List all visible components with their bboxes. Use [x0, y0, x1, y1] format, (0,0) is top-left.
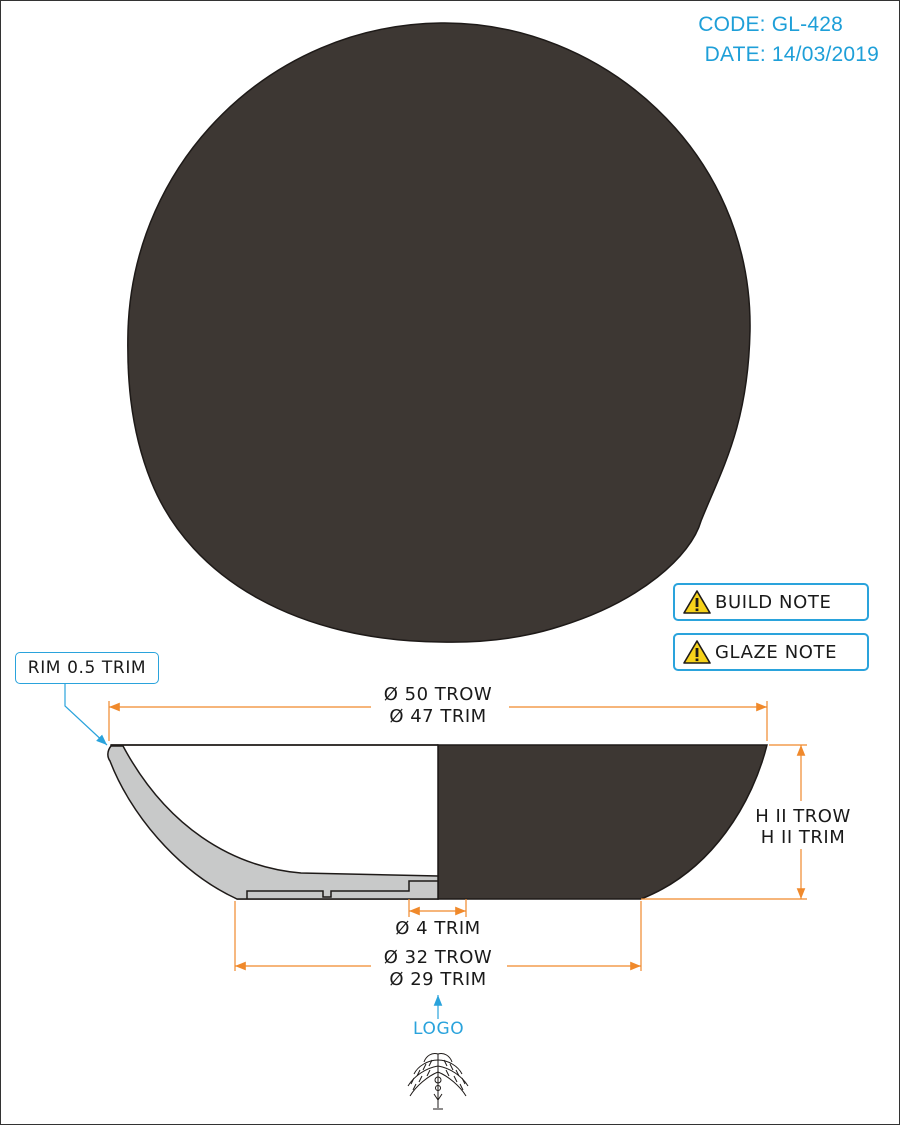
- build-note-badge[interactable]: BUILD NOTE: [673, 583, 869, 621]
- bowl-top-view: [127, 22, 751, 643]
- warning-icon: [683, 590, 711, 614]
- bowl-wall-section: [107, 745, 439, 900]
- dim-height-trim: H II TRIM: [761, 827, 845, 848]
- rim-callout-leader: [64, 684, 108, 746]
- drawing-date: DATE: 14/03/2019: [704, 43, 879, 66]
- brand-logo-mark: [407, 1053, 469, 1110]
- dim-base-trim: Ø 29 TRIM: [389, 969, 486, 990]
- bowl-side-exterior: [437, 744, 768, 900]
- glaze-note-label: GLAZE NOTE: [715, 641, 838, 663]
- dim-height-trow: H II TROW: [755, 806, 851, 827]
- rim-callout: RIM 0.5 TRIM: [15, 652, 159, 684]
- build-note-label: BUILD NOTE: [715, 591, 832, 613]
- product-code: CODE: GL-428: [698, 13, 843, 36]
- dim-hole-trim: Ø 4 TRIM: [395, 918, 480, 939]
- dim-top-trow: Ø 50 TROW: [384, 684, 492, 705]
- glaze-note-badge[interactable]: GLAZE NOTE: [673, 633, 869, 671]
- warning-icon: [683, 640, 711, 664]
- logo-label: LOGO: [413, 1019, 465, 1039]
- dim-base-trow: Ø 32 TROW: [384, 947, 492, 968]
- foot-recess: [246, 880, 438, 899]
- dim-top-trim: Ø 47 TRIM: [389, 706, 486, 727]
